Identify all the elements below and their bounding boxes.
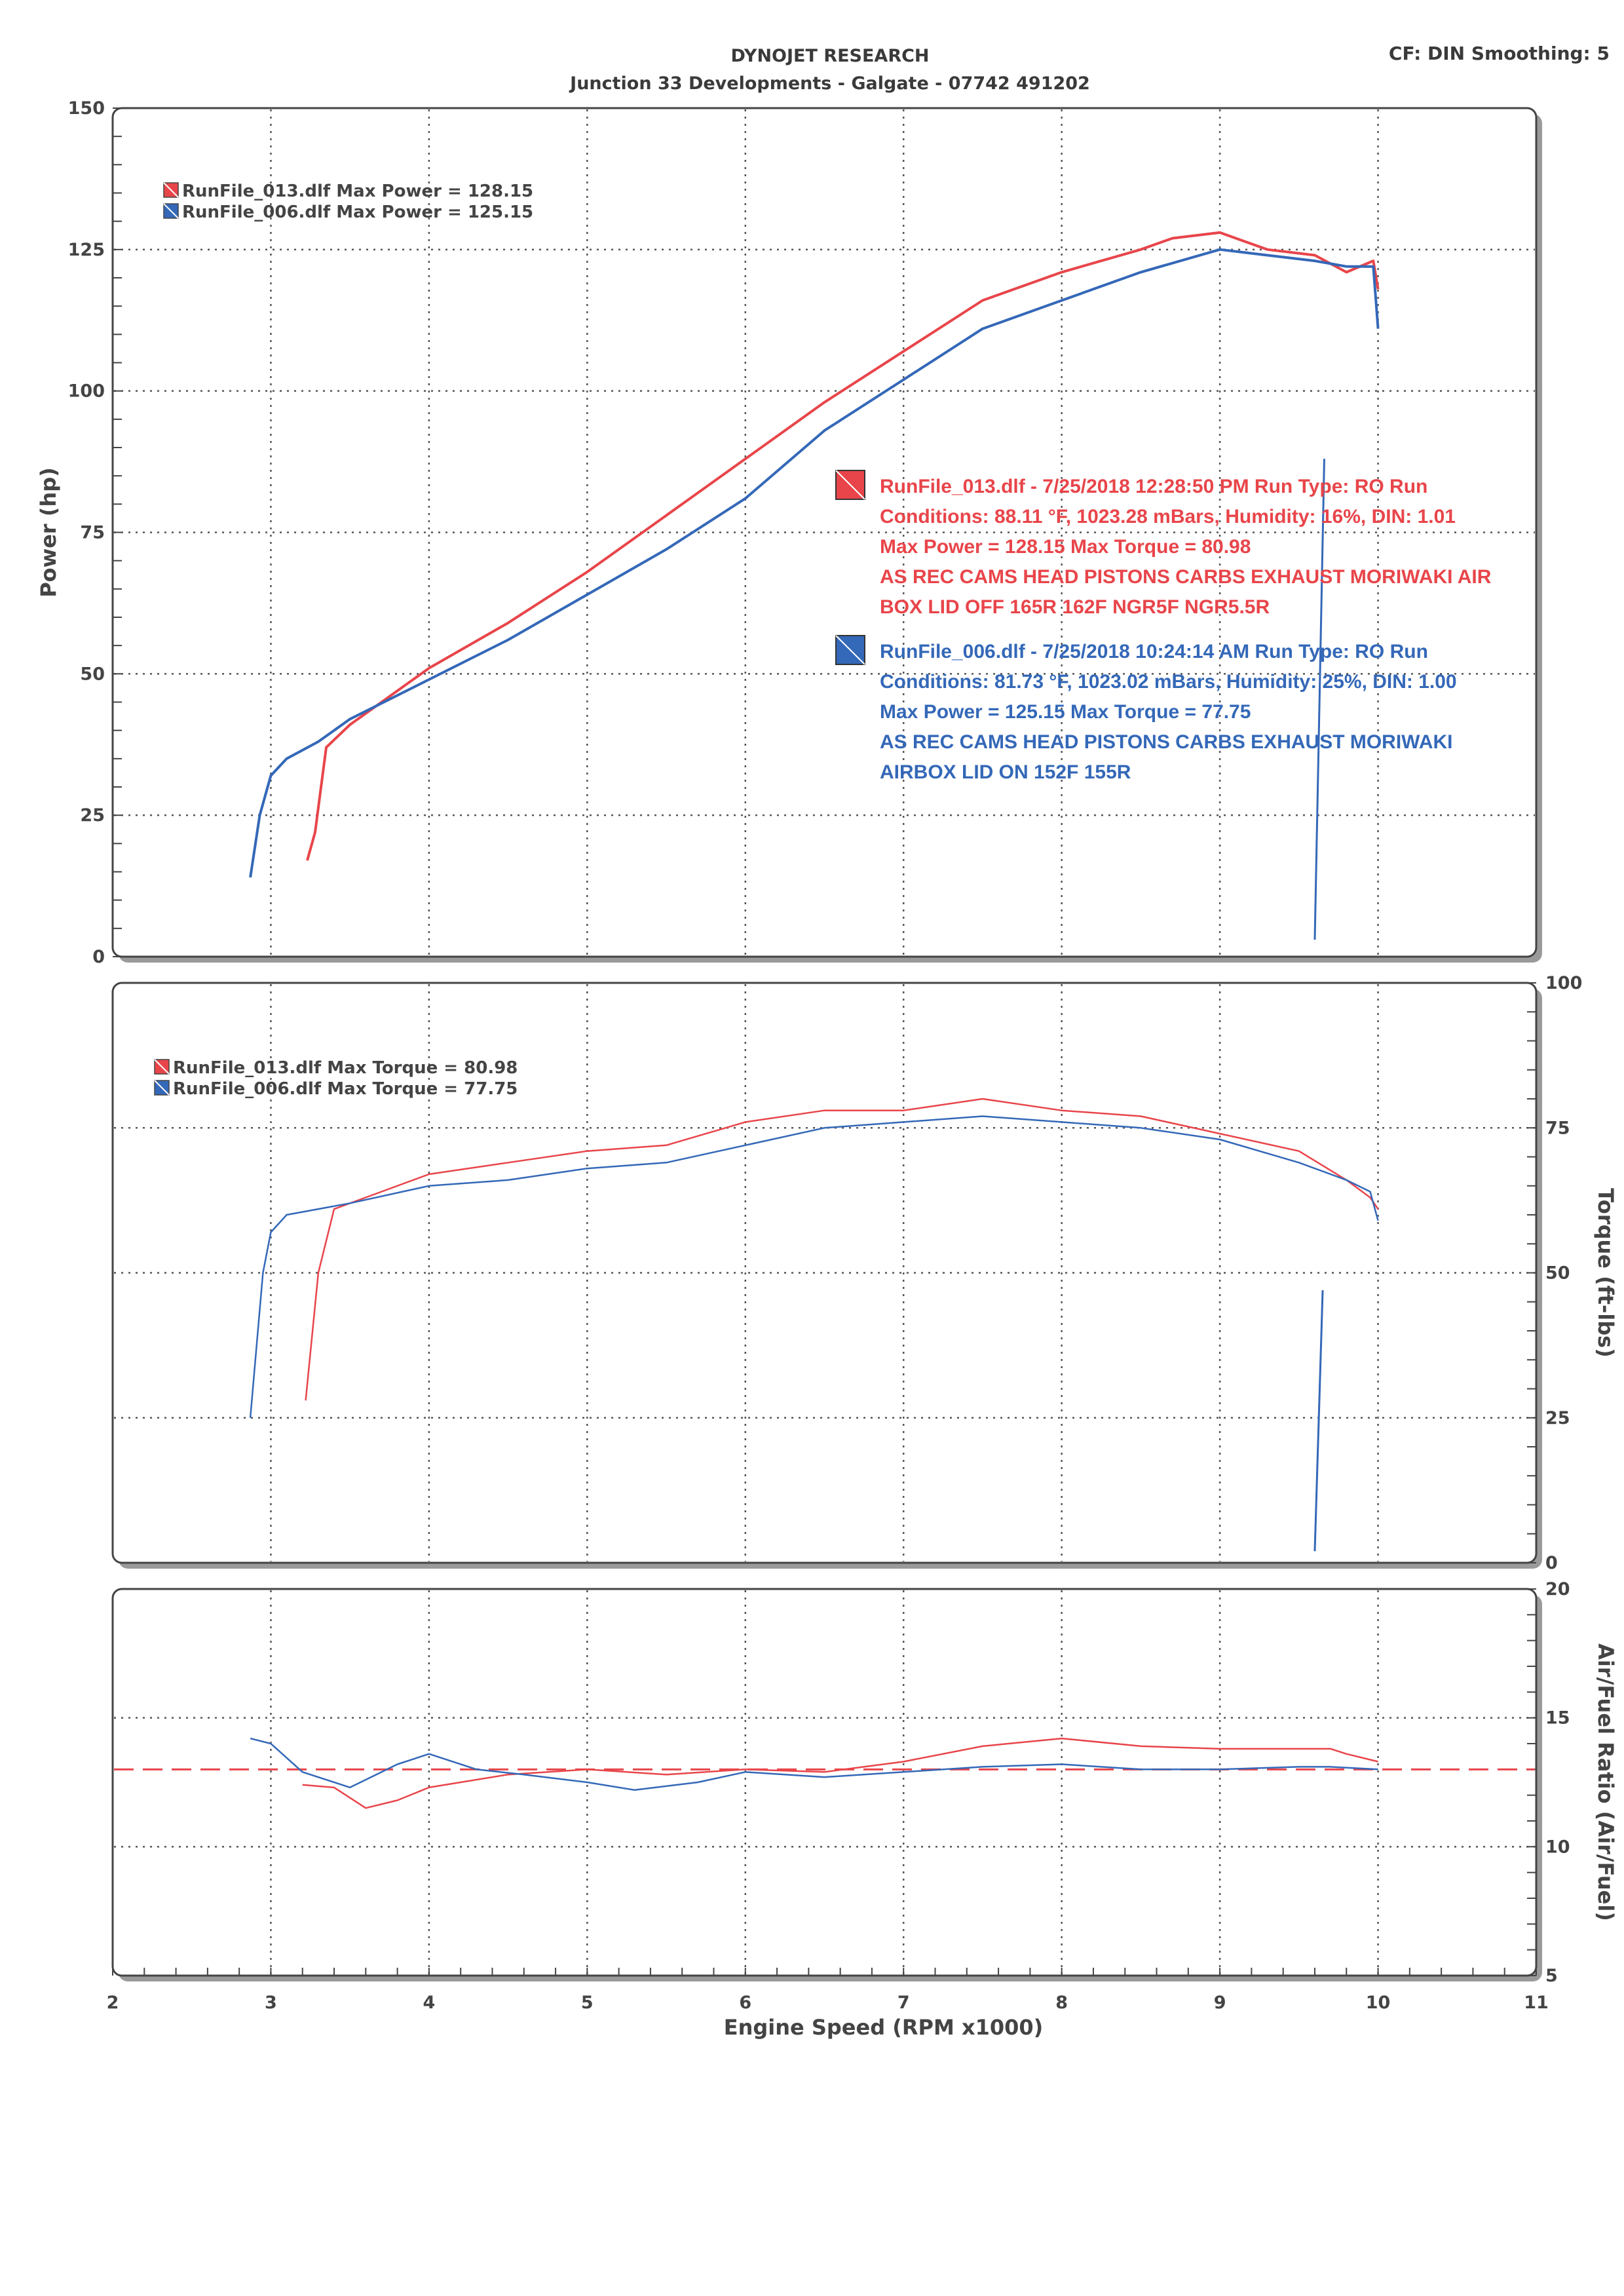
torque-series-run006 <box>249 1115 1379 1418</box>
annotation-line-run006: RunFile_006.dlf - 7/25/2018 10:24:14 AM … <box>880 641 1428 662</box>
x-tick-label: 7 <box>897 1993 910 2013</box>
afr-y-axis-label: Air/Fuel Ratio (Air/Fuel) <box>1593 1643 1618 1921</box>
torque-legend-swatch-mark <box>154 1080 170 1096</box>
power-legend-entry-run006: RunFile_006.dlf Max Power = 125.15 <box>182 202 533 222</box>
torque-y-axis-label: Torque (ft-lbs) <box>1593 1188 1618 1358</box>
power-legend-entry-run013: RunFile_013.dlf Max Power = 128.15 <box>182 182 533 201</box>
annotation-line-run013: Conditions: 88.11 °F, 1023.28 mBars, Hum… <box>880 506 1456 527</box>
annotation-line-run013: Max Power = 128.15 Max Torque = 80.98 <box>880 536 1251 558</box>
torque-legend-swatch-mark <box>154 1059 170 1075</box>
afr-panel-frame <box>111 1588 1538 1977</box>
power-ytick-label: 0 <box>92 947 105 967</box>
annotation-swatch-mark <box>835 635 865 665</box>
chart-header-subtitle: Junction 33 Developments - Galgate - 077… <box>570 73 1090 94</box>
torque-legend-entry-run013: RunFile_013.dlf Max Torque = 80.98 <box>173 1058 518 1078</box>
afr-ytick-label: 15 <box>1545 1708 1570 1729</box>
power-ytick-label: 100 <box>68 381 105 402</box>
torque-ytick-label: 100 <box>1545 973 1582 993</box>
afr-ytick-label: 5 <box>1545 1966 1558 1986</box>
x-tick-label: 6 <box>739 1993 751 2013</box>
power-ytick-label: 25 <box>80 805 105 826</box>
x-tick-label: 11 <box>1524 1993 1549 2013</box>
torque-ytick-label: 0 <box>1545 1553 1558 1573</box>
x-tick-label: 3 <box>265 1993 277 2013</box>
afr-series-run013 <box>302 1737 1378 1809</box>
afr-ytick-label: 20 <box>1545 1579 1570 1599</box>
annotation-line-run013: RunFile_013.dlf - 7/25/2018 12:28:50 PM … <box>880 476 1427 497</box>
annotation-line-run006: AIRBOX LID ON 152F 155R <box>880 761 1131 783</box>
chart-header-title: DYNOJET RESEARCH <box>730 46 930 66</box>
power-y-axis-label: Power (hp) <box>36 467 61 598</box>
power-legend-swatch-mark <box>163 203 179 219</box>
annotation-line-run006: Conditions: 81.73 °F, 1023.02 mBars, Hum… <box>880 671 1457 693</box>
torque-ytick-label: 50 <box>1545 1263 1570 1284</box>
x-tick-label: 8 <box>1055 1993 1068 2013</box>
annotation-line-run013: AS REC CAMS HEAD PISTONS CARBS EXHAUST M… <box>880 566 1492 588</box>
afr-series-run006 <box>250 1737 1378 1791</box>
x-tick-label: 9 <box>1214 1993 1226 2013</box>
annotation-line-run006: AS REC CAMS HEAD PISTONS CARBS EXHAUST M… <box>880 731 1453 753</box>
afr-ytick-label: 10 <box>1545 1837 1570 1857</box>
power-ytick-label: 50 <box>80 664 105 684</box>
x-tick-label: 2 <box>107 1993 119 2013</box>
annotation-swatch-mark <box>835 470 865 500</box>
correction-factor-label: CF: DIN Smoothing: 5 <box>1388 43 1610 64</box>
annotation-line-run013: BOX LID OFF 165R 162F NGR5F NGR5.5R <box>880 596 1270 618</box>
power-series-run013 <box>306 231 1380 861</box>
x-tick-label: 5 <box>581 1993 594 2013</box>
x-tick-label: 10 <box>1366 1993 1391 2013</box>
power-ytick-label: 125 <box>68 240 105 260</box>
torque-ytick-label: 75 <box>1545 1118 1570 1138</box>
x-tick-label: 4 <box>423 1993 435 2013</box>
x-axis-label: Engine Speed (RPM x1000) <box>724 2015 1044 2040</box>
power-ytick-label: 150 <box>68 98 105 119</box>
power-ytick-label: 75 <box>80 523 105 543</box>
power-legend-swatch-mark <box>163 182 179 198</box>
power-series-run006 <box>249 248 1380 878</box>
torque-legend-entry-run006: RunFile_006.dlf Max Torque = 77.75 <box>173 1079 518 1099</box>
power-spike-run006 <box>1313 459 1325 940</box>
annotation-line-run006: Max Power = 125.15 Max Torque = 77.75 <box>880 701 1251 723</box>
torque-spike-run006 <box>1313 1290 1324 1552</box>
torque-ytick-label: 25 <box>1545 1408 1570 1428</box>
